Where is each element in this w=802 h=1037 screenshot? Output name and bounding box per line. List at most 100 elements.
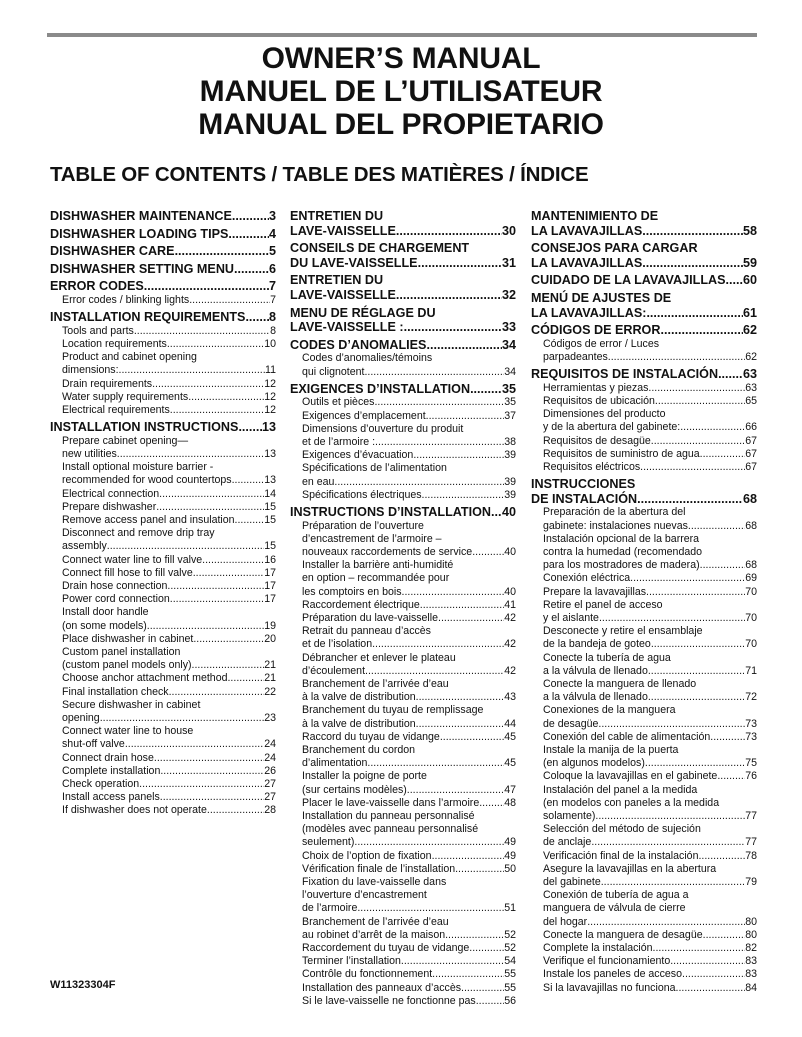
toc-subsection-link[interactable]: Final installation check 22 xyxy=(50,686,276,699)
toc-section-link[interactable]: DISHWASHER CARE 5 xyxy=(50,244,276,259)
toc-subsection-link[interactable]: Exigences d’évacuation 39 xyxy=(290,449,516,462)
toc-subsection-link[interactable]: Branchement du tuyau de remplissage à la … xyxy=(290,704,516,730)
toc-subsection-link[interactable]: Requisitos eléctricos 67 xyxy=(531,461,757,474)
toc-subsection-link[interactable]: Connect water line to fill valve 16 xyxy=(50,554,276,567)
toc-subsection-link[interactable]: Custom panel installation (custom panel m… xyxy=(50,646,276,672)
toc-subsection-link[interactable]: Coloque la lavavajillas en el gabinete 76 xyxy=(531,770,757,783)
toc-subsection-link[interactable]: Complete installation 26 xyxy=(50,765,276,778)
toc-subsection-link[interactable]: Drain requirements 12 xyxy=(50,378,276,391)
toc-subsection-link[interactable]: Dimensions d’ouverture du produit et de l… xyxy=(290,423,516,449)
toc-subsection-link[interactable]: Install optional moisture barrier - recom… xyxy=(50,461,276,487)
toc-subsection-link[interactable]: Instalación opcional de la barrera contra… xyxy=(531,533,757,573)
toc-subsection-link[interactable]: Raccordement électrique 41 xyxy=(290,599,516,612)
toc-subsection-link[interactable]: Préparation du lave-vaisselle 42 xyxy=(290,612,516,625)
toc-subsection-link[interactable]: Water supply requirements 12 xyxy=(50,391,276,404)
toc-subsection-link[interactable]: Raccordement du tuyau de vidange 52 xyxy=(290,942,516,955)
toc-subsection-link[interactable]: Requisitos de ubicación 65 xyxy=(531,395,757,408)
toc-subsection-link[interactable]: Tools and parts 8 xyxy=(50,325,276,338)
toc-subsection-link[interactable]: Place dishwasher in cabinet 20 xyxy=(50,633,276,646)
toc-section-link[interactable]: INSTALLATION REQUIREMENTS 8 xyxy=(50,310,276,325)
toc-section-link[interactable]: ERROR CODES 7 xyxy=(50,279,276,294)
toc-subsection-link[interactable]: Connect fill hose to fill valve 17 xyxy=(50,567,276,580)
toc-subsection-link[interactable]: Spécifications électriques 39 xyxy=(290,489,516,502)
toc-subsection-link[interactable]: Placer le lave-vaisselle dans l’armoire 4… xyxy=(290,797,516,810)
toc-subsection-link[interactable]: Vérification finale de l’installation 50 xyxy=(290,863,516,876)
toc-section-link[interactable]: INSTALLATION INSTRUCTIONS 13 xyxy=(50,420,276,435)
toc-subsection-link[interactable]: Remove access panel and insulation 15 xyxy=(50,514,276,527)
toc-section-link[interactable]: REQUISITOS DE INSTALACIÓN 63 xyxy=(531,367,757,382)
toc-section-link[interactable]: CUIDADO DE LA LAVAVAJILLAS 60 xyxy=(531,273,757,288)
toc-subsection-link[interactable]: Exigences d’emplacement 37 xyxy=(290,410,516,423)
toc-subsection-link[interactable]: Error codes / blinking lights 7 xyxy=(50,294,276,307)
toc-subsection-link[interactable]: Si le lave-vaisselle ne fonctionne pas 56 xyxy=(290,995,516,1008)
toc-subsection-link[interactable]: Instale los paneles de acceso 83 xyxy=(531,968,757,981)
toc-subsection-link[interactable]: Si la lavavajillas no funciona 84 xyxy=(531,982,757,995)
toc-subsection-link[interactable]: Power cord connection 17 xyxy=(50,593,276,606)
toc-subsection-link[interactable]: Install door handle(on some models) 19 xyxy=(50,606,276,632)
toc-subsection-link[interactable]: Raccord du tuyau de vidange 45 xyxy=(290,731,516,744)
toc-subsection-link[interactable]: Prepare cabinet opening—new utilities 13 xyxy=(50,435,276,461)
toc-subsection-link[interactable]: Contrôle du fonctionnement 55 xyxy=(290,968,516,981)
toc-subsection-link[interactable]: Débrancher et enlever le plateau d’écoule… xyxy=(290,652,516,678)
toc-section-link[interactable]: EXIGENCES D’INSTALLATION 35 xyxy=(290,382,516,397)
toc-subsection-link[interactable]: Requisitos de suministro de agua 67 xyxy=(531,448,757,461)
toc-subsection-link[interactable]: Branchement de l’arrivée d’eau à la valve… xyxy=(290,678,516,704)
toc-subsection-link[interactable]: Dimensiones del producto y de la abertura… xyxy=(531,408,757,434)
toc-subsection-link[interactable]: Desconecte y retire el ensamblaje de la b… xyxy=(531,625,757,651)
toc-subsection-link[interactable]: Electrical requirements 12 xyxy=(50,404,276,417)
toc-section-link[interactable]: CODES D’ANOMALIES 34 xyxy=(290,338,516,353)
toc-subsection-link[interactable]: Conecte la tubería de agua a la válvula d… xyxy=(531,652,757,678)
toc-subsection-link[interactable]: Asegure la lavavajillas en la abertura de… xyxy=(531,863,757,889)
toc-subsection-link[interactable]: Fixation du lave-vaisselle dans l’ouvertu… xyxy=(290,876,516,916)
toc-subsection-link[interactable]: Conexión de tubería de agua a manguera de… xyxy=(531,889,757,929)
toc-subsection-link[interactable]: Install access panels 27 xyxy=(50,791,276,804)
toc-section-link[interactable]: DISHWASHER SETTING MENU 6 xyxy=(50,262,276,277)
toc-section-link[interactable]: DISHWASHER MAINTENANCE 3 xyxy=(50,209,276,224)
toc-subsection-link[interactable]: Installer la poigne de porte (sur certain… xyxy=(290,770,516,796)
toc-subsection-link[interactable]: Verifique el funcionamiento 83 xyxy=(531,955,757,968)
toc-subsection-link[interactable]: Verificación final de la instalación 78 xyxy=(531,850,757,863)
toc-section-link[interactable]: DISHWASHER LOADING TIPS 4 xyxy=(50,227,276,242)
toc-subsection-link[interactable]: Conexión del cable de alimentación 73 xyxy=(531,731,757,744)
toc-section-link[interactable]: INSTRUCTIONS D’INSTALLATION 40 xyxy=(290,505,516,520)
toc-subsection-link[interactable]: Conecte la manguera de desagüe 80 xyxy=(531,929,757,942)
toc-subsection-link[interactable]: Branchement de l’arrivée d’eau au robinet… xyxy=(290,916,516,942)
toc-subsection-link[interactable]: Location requirements 10 xyxy=(50,338,276,351)
toc-subsection-link[interactable]: Installation des panneaux d’accès 55 xyxy=(290,982,516,995)
toc-subsection-link[interactable]: Connect drain hose 24 xyxy=(50,752,276,765)
toc-subsection-link[interactable]: Terminer l’installation 54 xyxy=(290,955,516,968)
toc-subsection-link[interactable]: Préparation de l’ouverture d’encastrement… xyxy=(290,520,516,560)
toc-subsection-link[interactable]: Selección del método de sujeción de ancla… xyxy=(531,823,757,849)
toc-subsection-link[interactable]: Prepare dishwasher 15 xyxy=(50,501,276,514)
toc-subsection-link[interactable]: Instale la manija de la puerta (en alguno… xyxy=(531,744,757,770)
toc-subsection-link[interactable]: Conexión eléctrica 69 xyxy=(531,572,757,585)
toc-subsection-link[interactable]: Herramientas y piezas 63 xyxy=(531,382,757,395)
toc-subsection-link[interactable]: Instalación del panel a la medida (en mod… xyxy=(531,784,757,824)
toc-subsection-link[interactable]: Requisitos de desagüe 67 xyxy=(531,435,757,448)
toc-section-link[interactable]: CÓDIGOS DE ERROR 62 xyxy=(531,323,757,338)
toc-subsection-link[interactable]: Check operation 27 xyxy=(50,778,276,791)
toc-subsection-link[interactable]: If dishwasher does not operate 28 xyxy=(50,804,276,817)
toc-subsection-link[interactable]: Electrical connection 14 xyxy=(50,488,276,501)
toc-subsection-link[interactable]: Installation du panneau personnalisé (mod… xyxy=(290,810,516,850)
toc-subsection-link[interactable]: Choix de l’option de fixation 49 xyxy=(290,850,516,863)
toc-subsection-link[interactable]: Prepare la lavavajillas 70 xyxy=(531,586,757,599)
toc-subsection-link[interactable]: Drain hose connection 17 xyxy=(50,580,276,593)
toc-subsection-link[interactable]: Retrait du panneau d’accès et de l’isolat… xyxy=(290,625,516,651)
toc-subsection-link[interactable]: Connect water line to house shut-off valv… xyxy=(50,725,276,751)
toc-subsection-link[interactable]: Outils et pièces 35 xyxy=(290,396,516,409)
toc-subsection-link[interactable]: Complete la instalación 82 xyxy=(531,942,757,955)
